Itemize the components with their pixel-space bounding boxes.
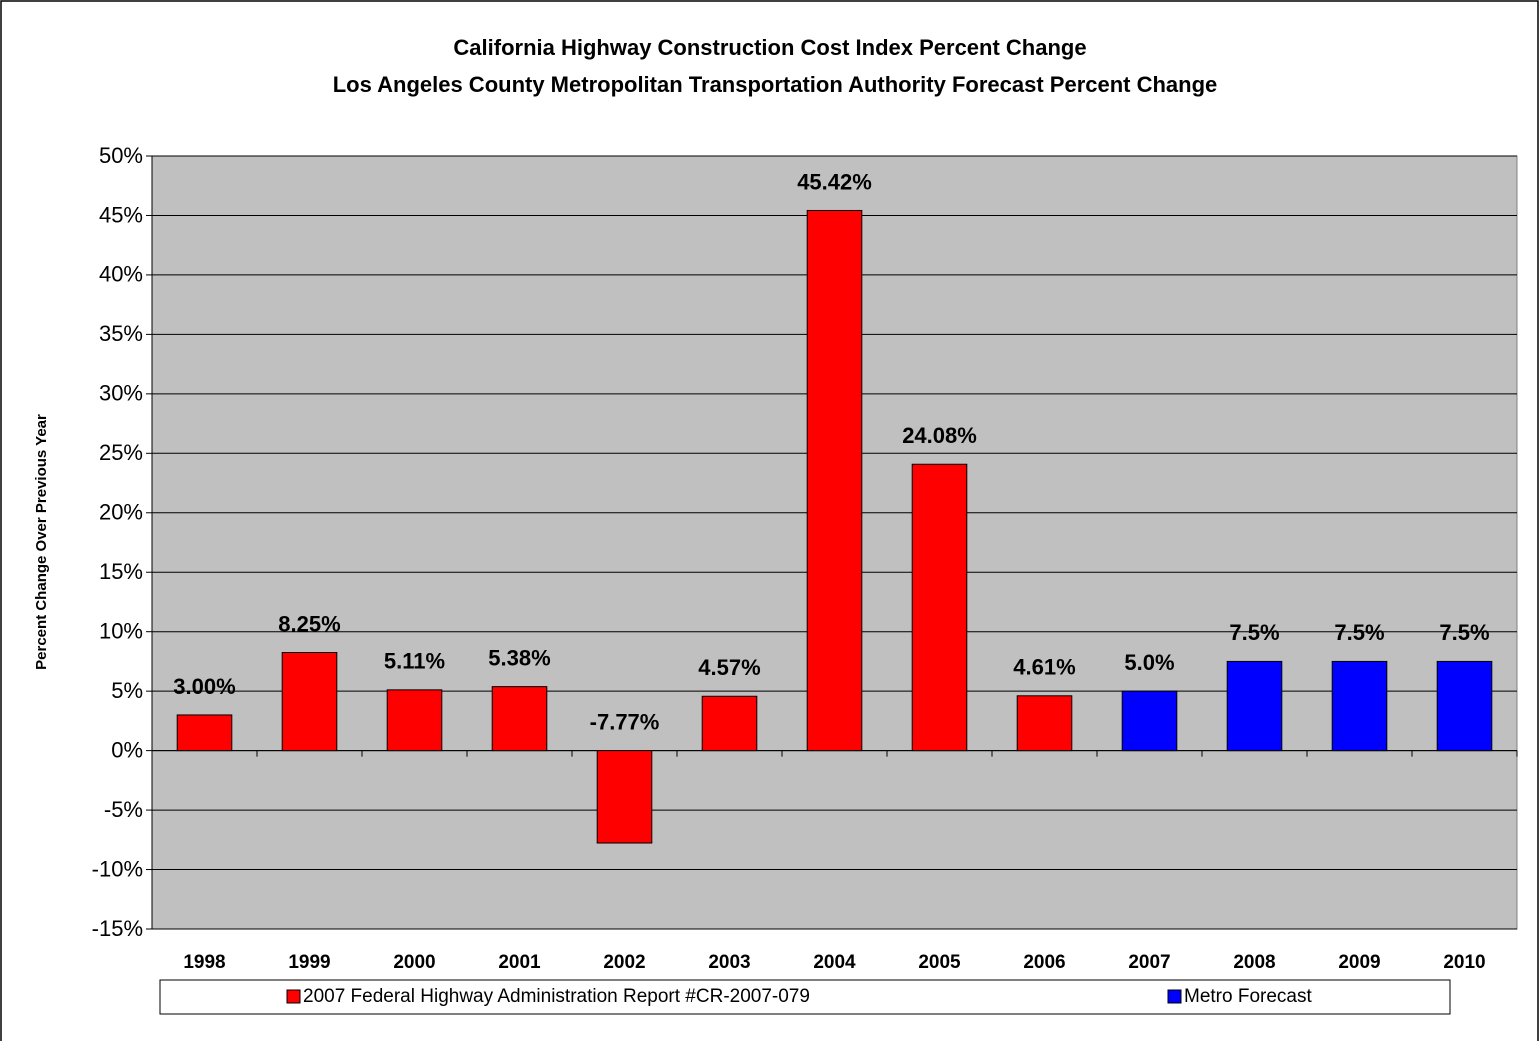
value-label: 3.00% (173, 674, 235, 699)
bar (806, 209, 863, 752)
value-label: 4.57% (698, 655, 760, 680)
x-tick-label: 2006 (1023, 952, 1065, 973)
x-tick-label: 2009 (1338, 952, 1380, 973)
x-tick-label: 2001 (498, 952, 541, 973)
value-label: 8.25% (278, 611, 340, 636)
y-tick-label: 15% (99, 559, 143, 584)
legend-label: 2007 Federal Highway Administration Repo… (303, 986, 810, 1007)
x-tick-label: 2000 (393, 952, 435, 973)
value-label: 7.5% (1334, 620, 1384, 645)
x-tick-label: 2008 (1233, 952, 1275, 973)
y-tick-label: 0% (111, 737, 143, 762)
bar (491, 686, 548, 752)
y-axis-label: Percent Change Over Previous Year (33, 414, 50, 670)
y-tick-label: 5% (111, 678, 143, 703)
value-label: 5.0% (1124, 650, 1174, 675)
bar (1331, 660, 1388, 752)
y-tick-label: 45% (99, 202, 143, 227)
x-tick-label: 2005 (918, 952, 961, 973)
y-tick-label: 50% (99, 143, 143, 168)
x-tick-label: 2007 (1128, 952, 1170, 973)
bar (596, 750, 653, 844)
x-tick-label: 1999 (288, 952, 330, 973)
y-tick-label: -10% (92, 856, 143, 881)
x-tick-label: 2003 (708, 952, 750, 973)
legend-box (159, 979, 1451, 1015)
legend-swatch (1167, 989, 1182, 1004)
bar (176, 714, 233, 752)
value-label: 7.5% (1229, 620, 1279, 645)
legend: 2007 Federal Highway Administration Repo… (159, 979, 1451, 1015)
y-tick-label: -15% (92, 916, 143, 941)
bar (701, 695, 758, 752)
legend-label: Metro Forecast (1184, 986, 1312, 1007)
value-label: 5.38% (488, 645, 550, 670)
y-tick-label: 25% (99, 440, 143, 465)
bar (911, 463, 968, 752)
x-tick-label: 2010 (1443, 952, 1485, 973)
bar (1226, 660, 1283, 752)
bar (386, 689, 443, 752)
value-label: 45.42% (797, 169, 872, 194)
legend-swatch (286, 989, 301, 1004)
y-tick-label: 35% (99, 321, 143, 346)
x-tick-label: 2002 (603, 952, 645, 973)
chart-subtitle: Los Angeles County Metropolitan Transpor… (333, 72, 1218, 97)
value-label: 24.08% (902, 423, 977, 448)
y-tick-label: 10% (99, 619, 143, 644)
value-label: -7.77% (590, 709, 660, 734)
value-label: 7.5% (1439, 620, 1489, 645)
value-label: 4.61% (1013, 655, 1075, 680)
x-tick-label: 2004 (813, 952, 856, 973)
bar (1016, 695, 1073, 752)
chart-title: California Highway Construction Cost Ind… (453, 35, 1086, 60)
y-tick-label: 20% (99, 500, 143, 525)
bar (1121, 690, 1178, 752)
x-tick-label: 1998 (183, 952, 225, 973)
value-label: 5.11% (384, 649, 445, 674)
bar (281, 652, 338, 752)
y-tick-label: -5% (104, 797, 143, 822)
y-tick-label: 40% (99, 262, 143, 287)
y-tick-label: 30% (99, 381, 143, 406)
bar (1436, 660, 1493, 752)
